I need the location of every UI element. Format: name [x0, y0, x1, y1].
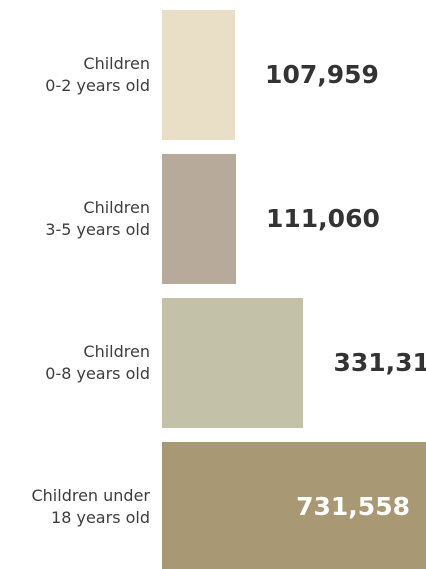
category-label: Children 0-2 years old	[45, 53, 150, 97]
category-label-line: 0-2 years old	[45, 76, 150, 95]
category-label-line: 18 years old	[51, 508, 150, 527]
value-label: 107,959	[265, 60, 379, 89]
bar	[162, 10, 236, 140]
bar	[162, 442, 426, 569]
value-label: 731,558	[296, 492, 410, 521]
bar	[162, 154, 236, 284]
category-label-line: Children	[83, 198, 150, 217]
bar	[162, 298, 304, 428]
category-label: Children under 18 years old	[31, 485, 150, 529]
category-label-line: Children	[83, 342, 150, 361]
category-label-line: 3-5 years old	[45, 220, 150, 239]
category-label: Children 0-8 years old	[45, 341, 150, 385]
value-label: 111,060	[266, 204, 380, 233]
category-label-line: Children under	[31, 486, 150, 505]
value-label: 331,312	[333, 348, 426, 377]
category-label: Children 3-5 years old	[45, 197, 150, 241]
category-label-line: 0-8 years old	[45, 364, 150, 383]
category-label-line: Children	[83, 54, 150, 73]
